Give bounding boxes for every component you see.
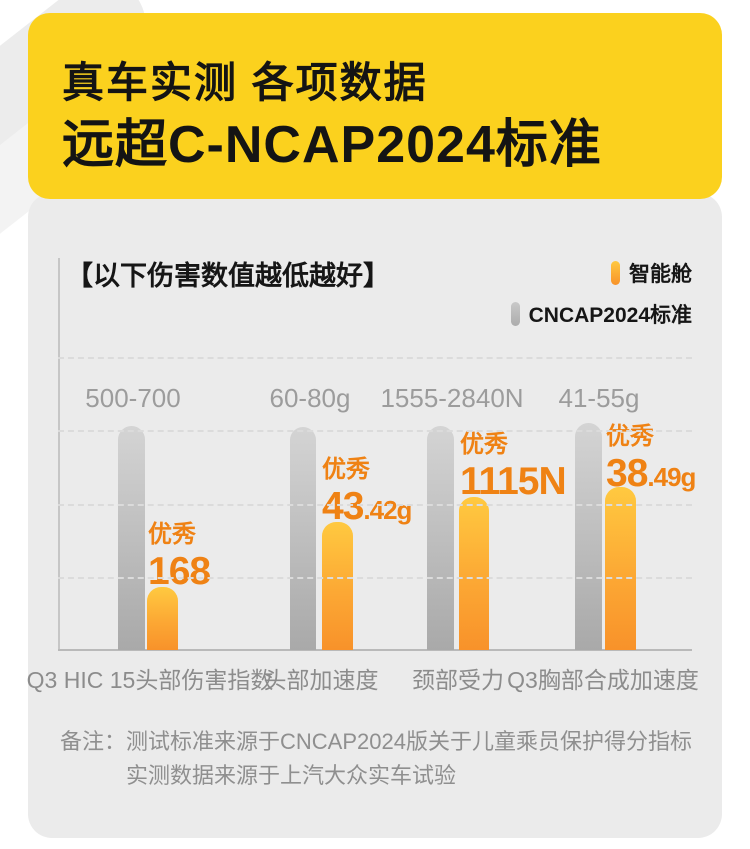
header-card: 真车实测 各项数据 远超C-NCAP2024标准 [28,13,722,199]
footnote-label: 备注： [60,729,127,754]
header-title-line2: 远超C-NCAP2024标准 [62,116,602,174]
footnote-line: 实测数据来源于上汽大众实车试验 [126,763,457,788]
footnote-line: 测试标准来源于CNCAP2024版关于儿童乘员保护得分指标 [126,729,692,754]
footnote: 备注： 测试标准来源于CNCAP2024版关于儿童乘员保护得分指标 实测数据来源… [60,725,692,793]
header-title-line1: 真车实测 各项数据 [62,59,428,106]
